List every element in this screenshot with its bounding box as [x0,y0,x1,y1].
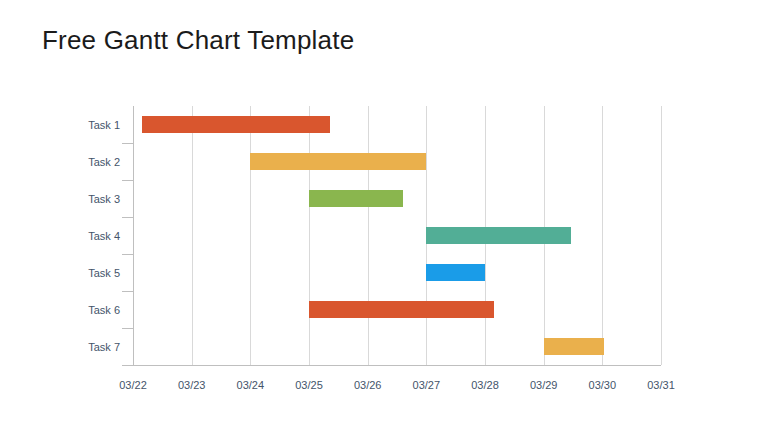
gantt-bar-task-4 [426,227,571,244]
vertical-gridline [192,106,193,365]
gantt-bar-task-7 [544,338,604,355]
gantt-chart: 03/22 03/23 03/24 03/25 03/26 03/27 03/28 03/29… [0,0,768,432]
vertical-gridline [368,106,369,365]
task-label: Task 1 [40,118,120,132]
y-axis-line [133,106,134,365]
x-axis-label: 03/23 [170,379,214,391]
vertical-gridline [602,106,603,365]
x-axis-label: 03/29 [522,379,566,391]
task-label: Task 4 [40,229,120,243]
vertical-gridline [250,106,251,365]
vertical-gridline [309,106,310,365]
category-axis-tick [122,254,133,255]
task-label: Task 6 [40,303,120,317]
task-label: Task 3 [40,192,120,206]
slide-canvas: Free Gantt Chart Template 03/2203/2303/2… [0,0,768,432]
gantt-bar-task-3 [309,190,403,207]
x-axis-label: 03/28 [463,379,507,391]
category-axis-tick [122,143,133,144]
gantt-bar-task-2 [250,153,426,170]
category-axis-tick [122,217,133,218]
x-axis-label: 03/27 [404,379,448,391]
x-axis-label: 03/25 [287,379,331,391]
category-axis-tick [122,180,133,181]
x-axis-label: 03/31 [639,379,683,391]
x-axis-line [122,365,661,366]
x-axis-label: 03/24 [228,379,272,391]
vertical-gridline [661,106,662,365]
x-axis-label: 03/26 [346,379,390,391]
gantt-bar-task-1 [142,116,330,133]
task-label: Task 7 [40,340,120,354]
gantt-bar-task-6 [309,301,494,318]
gantt-bar-task-5 [426,264,485,281]
category-axis-tick [122,328,133,329]
category-axis-tick [122,291,133,292]
x-axis-label: 03/22 [111,379,155,391]
task-label: Task 2 [40,155,120,169]
x-axis-label: 03/30 [580,379,624,391]
task-label: Task 5 [40,266,120,280]
